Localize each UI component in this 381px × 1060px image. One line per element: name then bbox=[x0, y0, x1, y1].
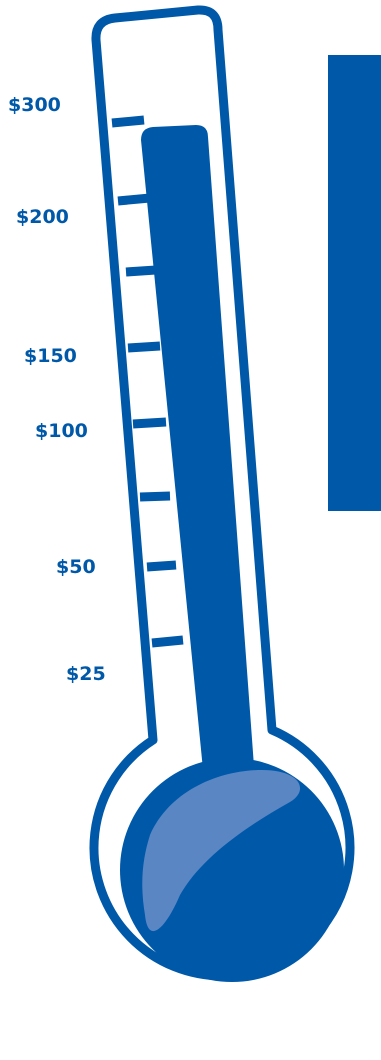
scale-label-100: $100 bbox=[35, 420, 88, 442]
goal-panel bbox=[328, 55, 381, 511]
mercury-column bbox=[141, 125, 255, 790]
scale-label-300: $300 bbox=[8, 94, 61, 116]
bulb-highlight bbox=[142, 770, 301, 932]
scale-label-150: $150 bbox=[24, 345, 77, 367]
tick-50 bbox=[146, 560, 177, 572]
scale-label-200: $200 bbox=[16, 206, 69, 228]
tick-25 bbox=[151, 635, 184, 648]
tick-150 bbox=[125, 265, 157, 277]
tick-mid-2 bbox=[139, 491, 171, 502]
scale-ticks bbox=[111, 115, 184, 648]
tick-200 bbox=[117, 193, 151, 206]
tick-100 bbox=[132, 417, 167, 429]
tick-300 bbox=[111, 115, 145, 128]
tick-mid-1 bbox=[127, 341, 161, 353]
scale-label-50: $50 bbox=[56, 556, 96, 578]
scale-label-25: $25 bbox=[66, 663, 106, 685]
